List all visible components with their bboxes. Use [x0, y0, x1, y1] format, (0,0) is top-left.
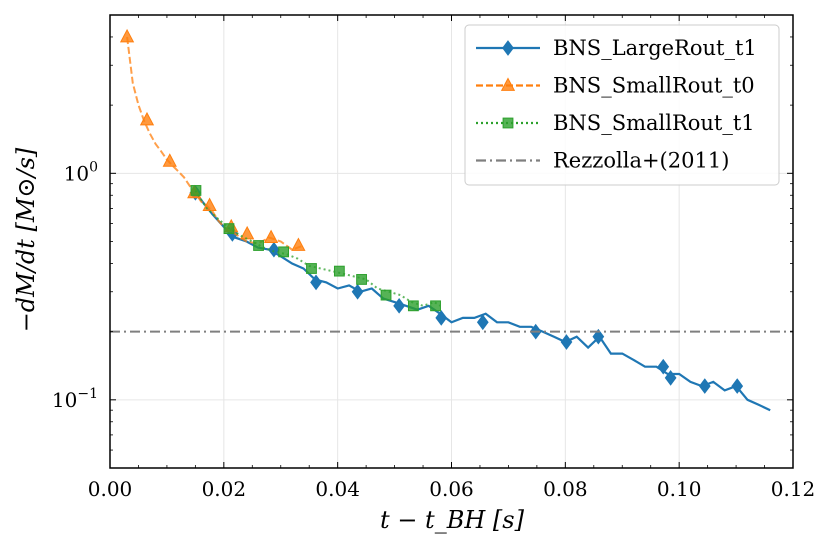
legend: BNS_LargeRout_t1 BNS_SmallRout_t0 BNS_Smal…	[464, 24, 780, 186]
legend-label: BNS_SmallRout_t1	[553, 111, 755, 135]
diamond-marker	[393, 297, 406, 314]
diamond-marker	[560, 334, 573, 350]
triangle-marker	[500, 77, 516, 91]
triangle-marker	[162, 153, 177, 167]
diamond-marker	[592, 328, 605, 345]
diamond-marker	[502, 40, 514, 56]
x-tick-label: 0.08	[543, 477, 588, 501]
legend-entry: Rezzolla+(2011)	[476, 149, 729, 173]
legend-frame	[464, 24, 780, 186]
x-tick-label: 0.02	[202, 477, 247, 501]
diamond-marker	[268, 241, 280, 258]
series-BNS_SmallRout_t1	[190, 185, 441, 312]
triangle-marker	[139, 111, 155, 126]
diamond-marker	[664, 370, 677, 386]
triangle-marker	[291, 237, 306, 251]
diamond-marker	[731, 378, 744, 394]
x-tick-label: 0.10	[657, 477, 702, 501]
y-axis-title: −dM/dt [M⊙/s]	[12, 147, 40, 332]
x-tick-label: 0.06	[429, 477, 474, 501]
diamond-marker	[351, 283, 364, 300]
diamond-marker	[310, 274, 322, 291]
square-marker	[253, 240, 264, 251]
legend-label: Rezzolla+(2011)	[553, 149, 729, 173]
x-tick-label: 0.12	[771, 477, 816, 501]
x-tick-label: 0.04	[315, 477, 360, 501]
square-marker	[223, 223, 235, 235]
square-marker	[306, 263, 317, 274]
square-marker	[333, 265, 345, 277]
square-marker	[278, 246, 289, 258]
diamond-marker	[476, 314, 489, 331]
legend-entry: BNS_SmallRout_t1	[476, 111, 755, 135]
square-marker	[502, 117, 514, 129]
x-axis-title: t − t_BH [s]	[380, 506, 525, 534]
plot-area	[110, 28, 793, 412]
y-tick-label: 100	[64, 159, 98, 185]
legend-label: BNS_LargeRout_t1	[553, 36, 757, 60]
legend-label: BNS_SmallRout_t0	[553, 74, 755, 98]
y-tick-label: 10−1	[52, 386, 98, 412]
diamond-marker	[657, 358, 670, 375]
legend-entry: BNS_LargeRout_t1	[476, 36, 757, 60]
diamond-marker	[698, 378, 711, 394]
series-line	[194, 192, 771, 412]
square-marker	[407, 300, 419, 312]
series-BNS_LargeRout_t1	[189, 185, 771, 412]
triangle-marker	[263, 229, 279, 244]
triangle-marker	[240, 225, 255, 240]
square-marker	[190, 185, 202, 196]
series-BNS_SmallRout_t0	[119, 28, 306, 251]
ticks: 0.00 0.02 0.04 0.06 0.08 0.10 0.12 100 10−1	[52, 14, 816, 501]
square-marker	[430, 300, 441, 312]
series-line	[194, 189, 441, 307]
square-marker	[356, 274, 367, 285]
legend-entry: BNS_SmallRout_t0	[476, 74, 755, 98]
triangle-marker	[119, 28, 135, 43]
x-tick-label: 0.00	[88, 477, 133, 501]
square-marker	[380, 289, 392, 301]
diamond-marker	[435, 310, 448, 326]
